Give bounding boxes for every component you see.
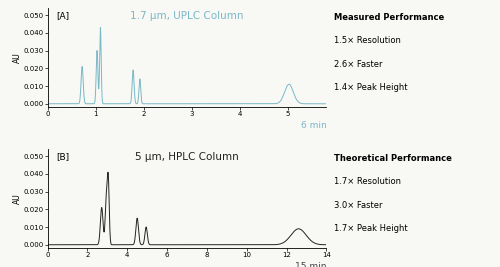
Text: Theoretical Performance: Theoretical Performance [334, 154, 452, 163]
Text: [A]: [A] [56, 11, 69, 20]
Text: 1.5× Resolution: 1.5× Resolution [334, 36, 401, 45]
Text: 1.7 μm, UPLC Column: 1.7 μm, UPLC Column [130, 11, 244, 21]
Text: 1.7× Peak Height: 1.7× Peak Height [334, 225, 408, 233]
Text: [B]: [B] [56, 152, 69, 161]
Text: 3.0× Faster: 3.0× Faster [334, 201, 382, 210]
Text: 1.7× Resolution: 1.7× Resolution [334, 177, 401, 186]
Y-axis label: AU: AU [12, 193, 22, 204]
Text: 5 μm, HPLC Column: 5 μm, HPLC Column [135, 152, 239, 162]
Text: 1.4× Peak Height: 1.4× Peak Height [334, 84, 407, 92]
Text: Measured Performance: Measured Performance [334, 13, 444, 22]
Text: 2.6× Faster: 2.6× Faster [334, 60, 382, 69]
Y-axis label: AU: AU [12, 52, 22, 63]
Text: 6 min: 6 min [300, 121, 326, 130]
Text: 15 min: 15 min [295, 262, 326, 267]
